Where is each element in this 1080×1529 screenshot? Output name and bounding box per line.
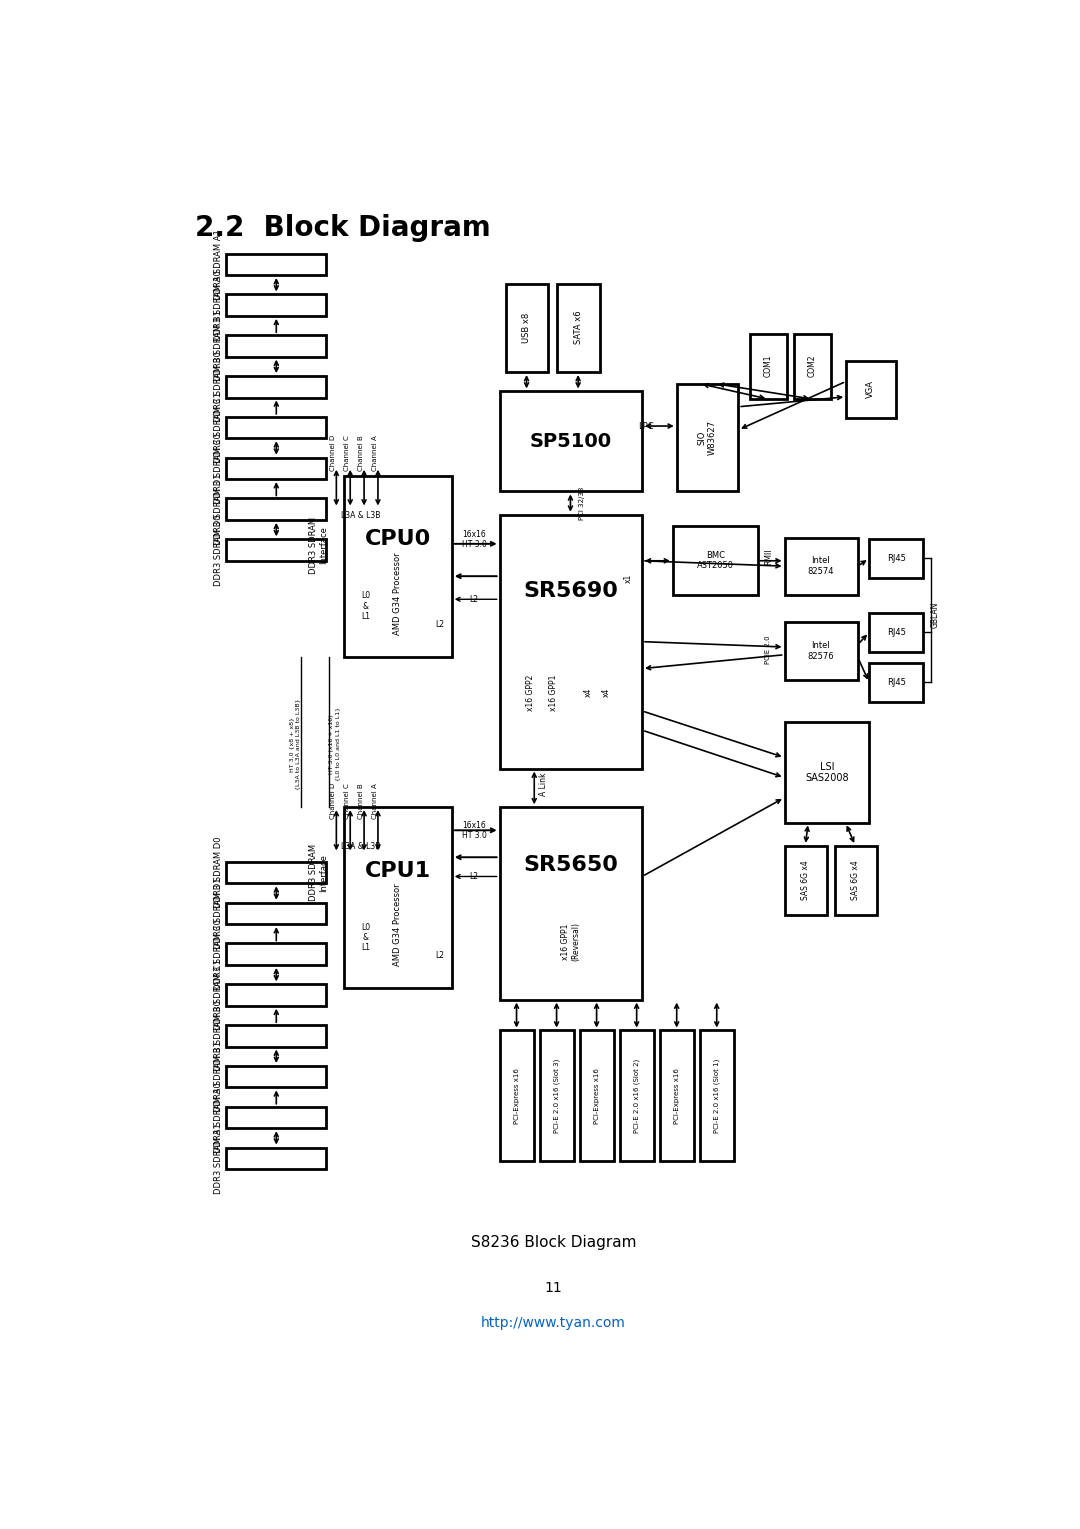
Text: PCI-E 2.0 x16 (Slot 2): PCI-E 2.0 x16 (Slot 2) xyxy=(633,1058,640,1133)
Text: DDR3 SDRAM D1: DDR3 SDRAM D1 xyxy=(214,474,224,544)
Bar xyxy=(540,1031,575,1162)
Text: DDR3 SDRAM C1: DDR3 SDRAM C1 xyxy=(214,960,224,1031)
Text: SAS 6G x4: SAS 6G x4 xyxy=(800,861,810,901)
Text: SIO
W83627: SIO W83627 xyxy=(698,420,717,456)
Text: DDR3 SDRAM
Interface: DDR3 SDRAM Interface xyxy=(309,517,328,573)
Bar xyxy=(226,295,326,317)
Bar xyxy=(226,1148,326,1170)
Text: HT 3.0 {x8 + x8}
{L3A to L3A and L3B to L3B}: HT 3.0 {x8 + x8} {L3A to L3A and L3B to … xyxy=(289,699,300,790)
Bar xyxy=(700,1031,734,1162)
Text: Channel B: Channel B xyxy=(359,783,364,820)
Bar xyxy=(869,613,923,651)
Text: RJ45: RJ45 xyxy=(887,553,906,563)
Bar xyxy=(750,333,787,399)
Bar xyxy=(784,723,869,823)
Text: DDR3 SDRAM A1: DDR3 SDRAM A1 xyxy=(214,1122,224,1194)
Bar xyxy=(620,1031,654,1162)
Bar xyxy=(226,457,326,479)
Bar xyxy=(677,384,739,491)
Text: LSI
SAS2008: LSI SAS2008 xyxy=(805,761,849,783)
Text: http://www.tyan.com: http://www.tyan.com xyxy=(481,1316,626,1330)
Bar xyxy=(226,335,326,356)
Text: L0
&
L1: L0 & L1 xyxy=(361,922,370,953)
Text: DDR3 SDRAM C1: DDR3 SDRAM C1 xyxy=(214,391,224,463)
Text: PCIE 2.0: PCIE 2.0 xyxy=(765,635,770,664)
Text: x16 GPP2: x16 GPP2 xyxy=(526,674,536,711)
Bar xyxy=(505,283,549,372)
Bar xyxy=(226,498,326,520)
Bar xyxy=(673,526,757,595)
Bar xyxy=(784,846,827,914)
Bar xyxy=(226,376,326,398)
Text: SR5690: SR5690 xyxy=(523,581,618,601)
Text: Channel A: Channel A xyxy=(372,783,378,820)
Bar xyxy=(794,333,831,399)
Bar xyxy=(345,476,451,657)
Text: PCI-Express x16: PCI-Express x16 xyxy=(674,1067,679,1124)
Text: DDR3 SDRAM B1: DDR3 SDRAM B1 xyxy=(214,1041,224,1112)
Text: BMC
AST2050: BMC AST2050 xyxy=(697,550,733,570)
Bar xyxy=(226,1107,326,1128)
Text: DDR3 SDRAM A0: DDR3 SDRAM A0 xyxy=(214,1083,224,1153)
Bar xyxy=(660,1031,694,1162)
Text: RJ45: RJ45 xyxy=(887,677,906,687)
Text: SR5650: SR5650 xyxy=(523,855,618,875)
Text: VGA: VGA xyxy=(866,381,875,398)
Bar xyxy=(226,1024,326,1047)
Bar xyxy=(226,1066,326,1087)
Text: 16x16
HT 3.0: 16x16 HT 3.0 xyxy=(462,529,487,549)
Text: PCI 32/33: PCI 32/33 xyxy=(579,486,585,520)
Text: L2: L2 xyxy=(470,872,478,881)
Bar xyxy=(784,538,858,595)
Text: Intel
82576: Intel 82576 xyxy=(808,641,834,661)
Text: Channel D: Channel D xyxy=(330,783,336,820)
Bar xyxy=(835,846,877,914)
Text: x16 GPP1
(Reversal): x16 GPP1 (Reversal) xyxy=(561,922,580,962)
Text: DDR3 SDRAM D1: DDR3 SDRAM D1 xyxy=(214,878,224,950)
Text: Channel D: Channel D xyxy=(330,434,336,471)
Text: DDR3 SDRAM C0: DDR3 SDRAM C0 xyxy=(214,919,224,989)
Text: L3A & L3B: L3A & L3B xyxy=(341,842,380,852)
Text: x4: x4 xyxy=(583,688,593,697)
Bar xyxy=(784,622,858,680)
Text: CPU0: CPU0 xyxy=(365,529,431,549)
Text: A Link: A Link xyxy=(539,772,548,795)
Text: CPU1: CPU1 xyxy=(365,861,431,881)
Text: HT 3.0 (x16 + x16)
{L0 to L0 and L1 to L1}: HT 3.0 (x16 + x16) {L0 to L0 and L1 to L… xyxy=(329,706,340,781)
Bar xyxy=(500,515,642,769)
Text: PCI-Express x16: PCI-Express x16 xyxy=(594,1067,599,1124)
Text: GBLAN: GBLAN xyxy=(930,601,940,628)
Text: RJ45: RJ45 xyxy=(887,628,906,638)
Text: S8236 Block Diagram: S8236 Block Diagram xyxy=(471,1235,636,1249)
Text: Channel B: Channel B xyxy=(359,436,364,471)
Text: DDR3 SDRAM B0: DDR3 SDRAM B0 xyxy=(214,352,224,422)
Bar xyxy=(500,807,642,1000)
Text: DDR3 SDRAM B1: DDR3 SDRAM B1 xyxy=(214,310,224,381)
Bar xyxy=(226,902,326,924)
Text: COM2: COM2 xyxy=(808,355,816,378)
Text: PCI-E 2.0 x16 (Slot 3): PCI-E 2.0 x16 (Slot 3) xyxy=(553,1058,559,1133)
Bar xyxy=(580,1031,615,1162)
Text: L2: L2 xyxy=(435,951,444,960)
Text: Channel C: Channel C xyxy=(345,783,350,820)
Text: SAS 6G x4: SAS 6G x4 xyxy=(851,861,860,901)
Text: x16 GPP1: x16 GPP1 xyxy=(550,674,558,711)
Text: DDR3 SDRAM
Interface: DDR3 SDRAM Interface xyxy=(309,844,328,901)
Text: COM1: COM1 xyxy=(764,355,773,378)
Text: x4: x4 xyxy=(602,688,611,697)
Text: AMD G34 Processor: AMD G34 Processor xyxy=(393,884,403,966)
Bar xyxy=(226,943,326,965)
Text: PCI-E 2.0 x16 (Slot 1): PCI-E 2.0 x16 (Slot 1) xyxy=(714,1058,720,1133)
Text: RMII: RMII xyxy=(765,549,773,566)
Bar xyxy=(226,540,326,561)
Text: Channel C: Channel C xyxy=(345,436,350,471)
Bar xyxy=(557,283,599,372)
Text: SATA x6: SATA x6 xyxy=(573,310,582,344)
Text: 16x16
HT 3.0: 16x16 HT 3.0 xyxy=(462,821,487,839)
Text: DDR3 SDRAM A0: DDR3 SDRAM A0 xyxy=(214,269,224,341)
Bar xyxy=(226,862,326,884)
Bar xyxy=(345,807,451,988)
Text: Channel A: Channel A xyxy=(372,436,378,471)
Text: 11: 11 xyxy=(544,1281,563,1295)
Text: DDR3 SDRAM B0: DDR3 SDRAM B0 xyxy=(214,1000,224,1072)
